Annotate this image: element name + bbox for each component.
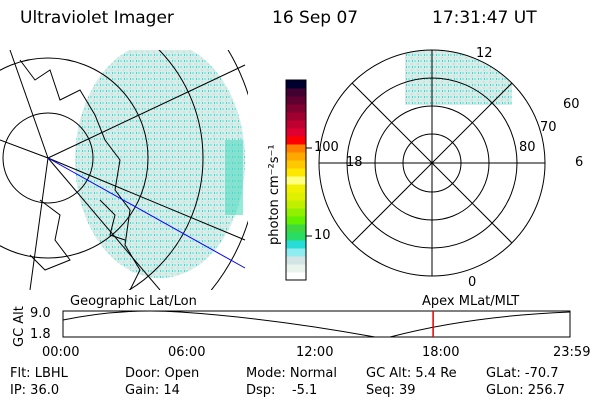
ip-status: IP: 36.0 bbox=[10, 383, 60, 398]
auroral-image bbox=[75, 50, 245, 278]
seq-status: Seq: 39 bbox=[366, 383, 416, 398]
polar-label-18: 18 bbox=[346, 155, 363, 170]
polar-label-70: 70 bbox=[540, 120, 557, 135]
colorbar-band bbox=[286, 224, 306, 233]
colorbar bbox=[286, 80, 306, 281]
xtick-0000: 00:00 bbox=[42, 345, 80, 360]
polar-label-0: 0 bbox=[468, 275, 477, 290]
geographic-map bbox=[0, 50, 248, 290]
colorbar-band bbox=[286, 272, 306, 281]
colorbar-band bbox=[286, 96, 306, 105]
gain-status: Gain: 14 bbox=[125, 383, 180, 398]
door-status: Door: Open bbox=[125, 366, 200, 381]
colorbar-band bbox=[286, 80, 306, 89]
colorbar-band bbox=[286, 112, 306, 121]
colorbar-band bbox=[286, 104, 306, 113]
timeline-ylabel: GC Alt bbox=[12, 306, 27, 347]
gc-alt-status: GC Alt: 5.4 Re bbox=[366, 366, 457, 381]
colorbar-tick-100: 100 bbox=[314, 140, 339, 155]
colorbar-band bbox=[286, 144, 306, 153]
colorbar-band bbox=[286, 256, 306, 265]
timeline-left-title: Geographic Lat/Lon bbox=[70, 294, 197, 309]
colorbar-band bbox=[286, 216, 306, 225]
colorbar-band bbox=[286, 200, 306, 209]
colorbar-band bbox=[286, 192, 306, 201]
time-label: 17:31:47 UT bbox=[432, 8, 537, 28]
dsp-status: Dsp: -5.1 bbox=[246, 383, 318, 398]
polar-label-60: 60 bbox=[563, 97, 580, 112]
mode-status: Mode: Normal bbox=[246, 366, 337, 381]
lat-lon-grid bbox=[0, 50, 248, 290]
altitude-timeline bbox=[62, 310, 571, 338]
xtick-1200: 12:00 bbox=[296, 345, 334, 360]
colorbar-band bbox=[286, 136, 306, 145]
colorbar-band bbox=[286, 248, 306, 257]
colorbar-band bbox=[286, 168, 306, 177]
colorbar-band bbox=[286, 184, 306, 193]
xtick-1800: 18:00 bbox=[422, 345, 460, 360]
colorbar-band bbox=[286, 176, 306, 185]
timeline-right-title: Apex MLat/MLT bbox=[422, 294, 520, 309]
colorbar-band bbox=[286, 208, 306, 217]
colorbar-band bbox=[286, 240, 306, 249]
colorbar-band bbox=[286, 152, 306, 161]
polar-label-80: 80 bbox=[519, 140, 536, 155]
colorbar-band bbox=[286, 160, 306, 169]
date-label: 16 Sep 07 bbox=[272, 8, 359, 28]
ytick-1.8: 1.8 bbox=[30, 327, 51, 342]
polar-auroral-image bbox=[405, 50, 512, 105]
glat-status: GLat: -70.7 bbox=[486, 366, 559, 381]
colorbar-band bbox=[286, 264, 306, 273]
colorbar-band bbox=[286, 232, 306, 241]
polar-label-12: 12 bbox=[476, 46, 493, 61]
xtick-2359: 23:59 bbox=[553, 345, 591, 360]
colorbar-tick-10: 10 bbox=[314, 228, 331, 243]
glon-status: GLon: 256.7 bbox=[486, 383, 566, 398]
colorbar-label: photon cm⁻²s⁻¹ bbox=[267, 144, 282, 245]
colorbar-band bbox=[286, 128, 306, 137]
colorbar-band bbox=[286, 120, 306, 129]
ytick-9: 9.0 bbox=[30, 306, 51, 321]
filter-status: Flt: LBHL bbox=[10, 366, 68, 381]
polar-label-6: 6 bbox=[575, 155, 584, 170]
satellite-track bbox=[47, 157, 246, 269]
instrument-title: Ultraviolet Imager bbox=[20, 8, 174, 28]
colorbar-band bbox=[286, 88, 306, 97]
xtick-0600: 06:00 bbox=[168, 345, 206, 360]
